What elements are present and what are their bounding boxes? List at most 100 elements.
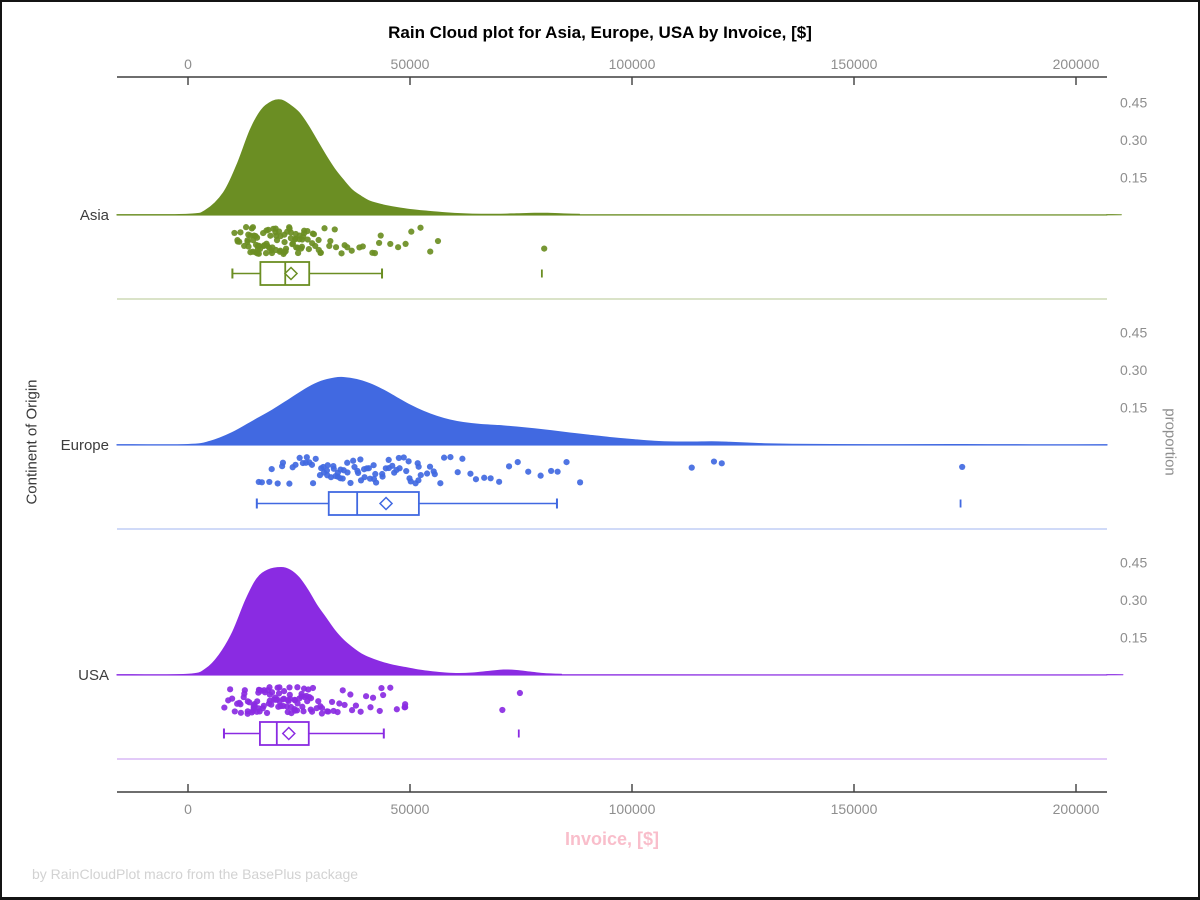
rain-point-asia <box>255 250 262 257</box>
rain-point-asia <box>242 224 250 231</box>
rain-point-usa <box>294 684 301 691</box>
category-label-usa: USA <box>78 667 109 684</box>
rain-point-europe <box>339 475 346 482</box>
rain-point-europe <box>361 474 368 481</box>
rain-point-usa <box>246 699 253 706</box>
rain-point-usa <box>499 706 506 714</box>
rain-point-usa <box>402 704 409 711</box>
rain-point-europe <box>537 472 544 479</box>
proportion-tick-label: 0.30 <box>1120 592 1147 608</box>
rain-point-asia <box>402 240 409 248</box>
rain-point-usa <box>376 707 383 715</box>
rain-point-asia <box>248 225 255 232</box>
rain-point-asia <box>332 244 340 251</box>
rain-point-asia <box>304 236 311 243</box>
rain-point-europe <box>454 469 461 476</box>
rain-point-europe <box>447 454 454 461</box>
rain-point-europe <box>286 480 293 487</box>
rain-point-europe <box>279 459 287 466</box>
rain-point-europe <box>292 461 299 468</box>
rain-point-usa <box>231 708 238 715</box>
rain-point-europe <box>554 468 561 475</box>
rain-point-usa <box>275 690 283 697</box>
rain-point-usa <box>260 702 267 709</box>
rain-point-usa <box>268 701 275 708</box>
x-tick-label-top: 0 <box>184 56 192 72</box>
x-tick-label-bottom: 0 <box>184 801 192 817</box>
rain-point-usa <box>266 684 273 691</box>
rain-point-europe <box>505 463 513 470</box>
rain-point-europe <box>514 459 521 466</box>
rain-point-usa <box>286 684 293 691</box>
rain-point-usa <box>299 703 306 710</box>
rain-point-usa <box>325 708 332 715</box>
rain-point-usa <box>237 709 244 716</box>
chart-title: Rain Cloud plot for Asia, Europe, USA by… <box>388 23 812 42</box>
rain-point-usa <box>318 710 325 717</box>
attribution-footer: by RainCloudPlot macro from the BasePlus… <box>32 866 359 882</box>
proportion-tick-label: 0.45 <box>1120 95 1147 111</box>
rain-point-asia <box>326 242 333 250</box>
x-tick-label-bottom: 50000 <box>391 801 430 817</box>
rain-point-usa <box>263 709 271 717</box>
rain-point-asia <box>338 250 345 257</box>
rain-point-europe <box>347 479 354 487</box>
rain-point-usa <box>280 688 288 695</box>
rain-point-europe <box>467 470 474 477</box>
rain-point-europe <box>344 469 351 476</box>
rain-point-europe <box>323 467 331 474</box>
proportion-tick-label: 0.30 <box>1120 132 1147 148</box>
rain-point-asia <box>237 229 244 236</box>
rain-point-europe <box>350 457 357 464</box>
rain-point-europe <box>576 479 584 486</box>
rain-point-usa <box>221 704 228 711</box>
rain-point-usa <box>308 708 316 715</box>
rain-point-usa <box>318 704 326 712</box>
rain-point-europe <box>395 454 402 462</box>
rain-point-usa <box>367 704 374 711</box>
rain-point-usa <box>277 703 284 710</box>
rain-point-usa <box>328 698 336 706</box>
rain-point-europe <box>344 459 351 466</box>
rain-point-europe <box>296 454 303 461</box>
rain-point-europe <box>357 456 364 463</box>
proportion-tick-label: 0.45 <box>1120 325 1147 341</box>
category-label-europe: Europe <box>61 437 109 454</box>
rain-point-europe <box>417 471 424 479</box>
rain-point-usa <box>315 698 322 705</box>
rain-point-europe <box>431 471 438 478</box>
rain-point-asia <box>304 228 311 235</box>
rain-point-europe <box>441 454 448 461</box>
rain-point-europe <box>268 466 275 473</box>
rain-point-asia <box>327 237 334 245</box>
rain-point-usa <box>393 706 400 713</box>
rain-point-asia <box>387 240 394 248</box>
rain-point-europe <box>379 473 386 480</box>
x-tick-label-top: 150000 <box>831 56 878 72</box>
rain-point-asia <box>344 244 351 251</box>
proportion-tick-label: 0.15 <box>1120 170 1147 186</box>
proportion-tick-label: 0.30 <box>1120 362 1147 378</box>
mean-diamond-usa <box>281 726 296 741</box>
rain-point-asia <box>231 229 238 237</box>
rain-point-asia <box>236 238 243 245</box>
rain-point-europe <box>258 479 265 486</box>
rain-point-europe <box>472 476 480 483</box>
rain-point-europe <box>354 467 361 475</box>
rain-point-europe <box>274 480 281 487</box>
rain-point-asia <box>348 247 355 254</box>
rain-point-usa <box>294 700 301 707</box>
rain-point-europe <box>437 480 444 487</box>
rain-point-asia <box>267 232 274 239</box>
rain-point-asia <box>408 228 415 235</box>
rain-point-europe <box>400 454 407 461</box>
rain-point-asia <box>294 249 302 257</box>
category-label-asia: Asia <box>80 207 110 224</box>
rain-point-usa <box>339 687 346 694</box>
mean-diamond-europe <box>378 496 394 511</box>
rain-point-asia <box>253 234 261 241</box>
rain-point-asia <box>541 245 548 252</box>
rain-point-asia <box>268 247 275 254</box>
